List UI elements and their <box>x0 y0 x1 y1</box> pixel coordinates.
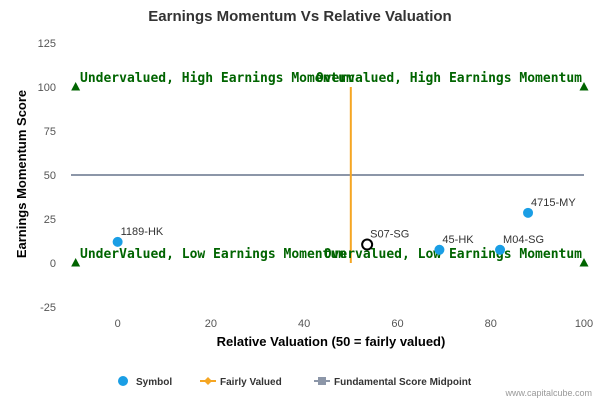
data-point-label: 45-HK <box>442 234 474 246</box>
credit-text: www.capitalcube.com <box>504 388 592 398</box>
data-points: 1189-HK S07-SG 45-HK M04-SG 4715-MY <box>112 197 576 255</box>
y-tick-label: 50 <box>44 170 56 182</box>
x-tick-label: 20 <box>205 318 217 330</box>
quadrant-label-top-right: Overvalued, High Earnings Momentum <box>316 71 582 86</box>
quadrant-label-bottom-right: Overvalued, Low Earnings Momentum <box>324 247 582 262</box>
data-point-label: S07-SG <box>370 229 409 241</box>
corner-markers <box>71 82 589 267</box>
legend-item[interactable]: Fairly Valued <box>200 377 282 388</box>
x-tick-label: 60 <box>391 318 403 330</box>
corner-triangle-marker <box>579 82 589 91</box>
corner-triangle-marker <box>71 82 81 91</box>
x-tick-label: 80 <box>485 318 497 330</box>
y-axis-title: Earnings Momentum Score <box>14 90 29 258</box>
data-point-label: 1189-HK <box>121 226 164 238</box>
y-axis-ticks: -25 0 25 50 75 100 125 <box>38 38 56 314</box>
legend-label: Symbol <box>136 377 172 388</box>
legend-symbol-dot <box>118 376 128 386</box>
y-tick-label: 75 <box>44 126 56 138</box>
quadrant-label-top-left: Undervalued, High Earnings Momentum <box>80 71 354 86</box>
legend-item[interactable]: Fundamental Score Midpoint <box>314 377 472 388</box>
data-point-label: 4715-MY <box>531 197 576 209</box>
x-axis-ticks: 0 20 40 60 80 100 <box>115 318 594 330</box>
y-tick-label: 100 <box>38 82 56 94</box>
y-tick-label: -25 <box>40 302 56 314</box>
data-point-label: M04-SG <box>503 234 544 246</box>
x-tick-label: 40 <box>298 318 310 330</box>
legend-square-marker <box>318 377 326 385</box>
legend-label: Fundamental Score Midpoint <box>334 377 472 388</box>
data-point[interactable] <box>495 244 506 255</box>
y-tick-label: 0 <box>50 258 56 270</box>
data-point[interactable] <box>434 244 445 255</box>
legend-diamond-marker <box>204 377 212 385</box>
legend-item[interactable]: Symbol <box>118 376 172 388</box>
x-axis-title: Relative Valuation (50 = fairly valued) <box>217 334 446 349</box>
data-point-highlighted[interactable] <box>361 238 374 251</box>
chart-title: Earnings Momentum Vs Relative Valuation <box>148 8 451 25</box>
legend-label: Fairly Valued <box>220 377 282 388</box>
reference-lines <box>71 87 584 263</box>
quadrant-label-bottom-left: UnderValued, Low Earnings Momentum <box>80 247 346 262</box>
corner-triangle-marker <box>71 258 81 267</box>
x-tick-label: 0 <box>115 318 121 330</box>
legend: Symbol Fairly Valued Fundamental Score Mid… <box>118 376 472 388</box>
data-point[interactable] <box>112 236 123 247</box>
data-point[interactable] <box>523 207 534 218</box>
y-tick-label: 25 <box>44 214 56 226</box>
corner-triangle-marker <box>579 258 589 267</box>
x-tick-label: 100 <box>575 318 593 330</box>
y-tick-label: 125 <box>38 38 56 50</box>
quadrant-labels: Undervalued, High Earnings MomentumOverv… <box>80 71 582 262</box>
